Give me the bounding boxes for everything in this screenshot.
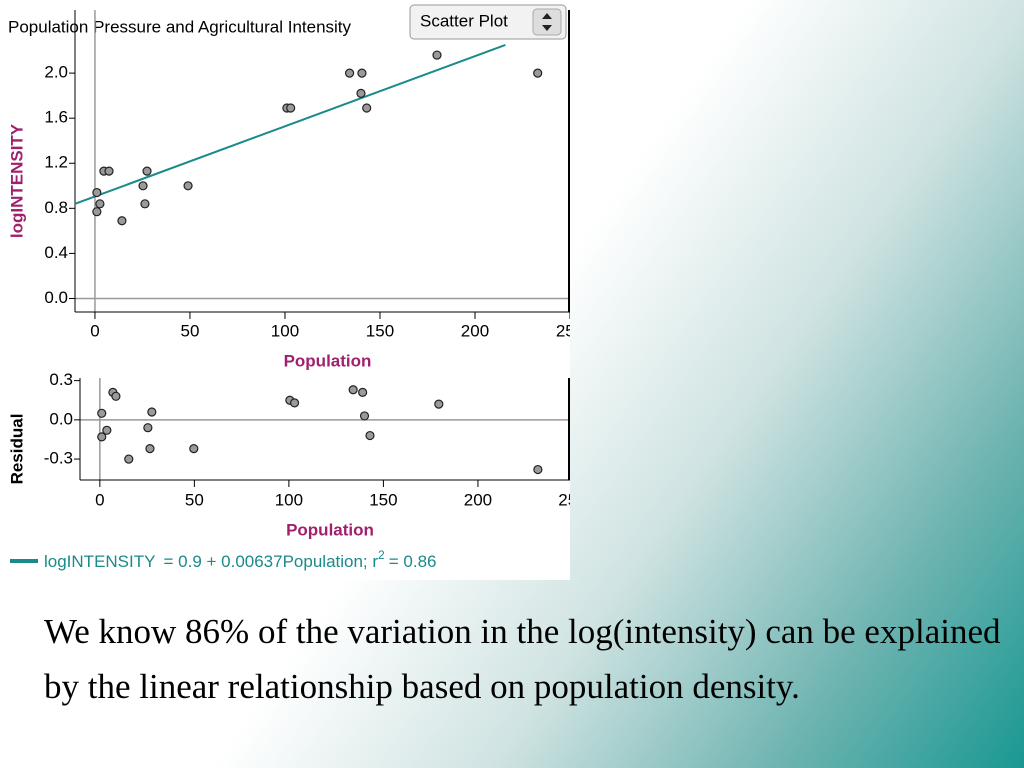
point: [138, 181, 148, 191]
y-tick-label: 2.0: [44, 63, 68, 82]
legend: logINTENSITY = 0.9 + 0.00637Population; r…: [10, 548, 436, 571]
dropdown[interactable]: Scatter Plot: [409, 4, 567, 40]
point: [286, 103, 296, 113]
dropdown-box[interactable]: [409, 4, 567, 40]
point: [365, 430, 375, 441]
point: [95, 199, 105, 209]
dropdown-icon: [542, 13, 552, 31]
x-axis-title: Population: [284, 351, 372, 370]
x-tick-label: 150: [366, 321, 394, 340]
point: [362, 103, 372, 113]
x-tick-label: 250: [556, 321, 584, 340]
point: [183, 181, 193, 191]
point: [124, 454, 134, 464]
equation-rhs: = 0.9 + 0.00637Population; r: [163, 552, 378, 571]
y-tick-label: 0.0: [49, 409, 73, 428]
x-tick-label: 250: [558, 490, 586, 509]
point: [92, 187, 102, 198]
point: [356, 88, 366, 98]
equation-lhs: logINTENSITY: [44, 552, 155, 571]
point: [104, 166, 114, 176]
point: [533, 464, 543, 475]
point: [111, 391, 121, 401]
point: [344, 68, 355, 78]
point: [358, 387, 368, 397]
y-tick-label: 1.6: [44, 108, 68, 127]
point: [147, 407, 157, 417]
x-tick-label: 150: [369, 490, 397, 509]
legend-text: logINTENSITY = 0.9 + 0.00637Population; r…: [44, 548, 436, 571]
y-tick-label: 0.0: [44, 288, 68, 307]
x-tick-label: 50: [181, 321, 200, 340]
point: [432, 50, 442, 60]
point: [434, 399, 444, 409]
equation-superscript: 2: [378, 548, 385, 562]
point: [359, 411, 370, 421]
point: [145, 444, 155, 454]
point: [102, 425, 112, 435]
y-tick-label: 0.3: [49, 370, 73, 389]
x-axis-title: Population: [286, 520, 374, 539]
point: [117, 216, 127, 226]
chart-title: Population Pressure and Agricultural Int…: [8, 17, 352, 36]
x-tick-label: 100: [275, 490, 303, 509]
y-tick-label: 0.8: [44, 198, 68, 217]
y-axis-title: Residual: [7, 414, 26, 485]
point: [92, 207, 102, 217]
dropdown-label[interactable]: Scatter Plot: [420, 11, 508, 30]
chart-window: Population Pressure and Agricultural Int…: [7, 4, 586, 572]
plot: 0.0 0.4 0.8 1.2 1.6 2.0 0 50 100 150 200 250: [44, 10, 584, 340]
point: [97, 408, 107, 418]
plot: -0.3 0.0 0.3 0 50 100 150 200 250: [44, 370, 586, 509]
x-tick-label: 200: [464, 490, 492, 509]
point: [533, 68, 543, 78]
point: [348, 385, 358, 395]
x-tick-label: 100: [271, 321, 299, 340]
dropdown-arrows[interactable]: [532, 8, 562, 36]
y-tick-label: 0.4: [44, 243, 68, 262]
fit-line: [74, 43, 506, 205]
x-tick-label: 200: [461, 321, 489, 340]
point: [142, 166, 152, 176]
x-tick-label: 0: [90, 321, 99, 340]
x-tick-label: 0: [95, 490, 104, 509]
point: [189, 444, 199, 454]
x-tick-label: 50: [185, 490, 204, 509]
caption: We know 86% of the variation in the log(…: [44, 612, 1001, 706]
point: [97, 432, 107, 442]
point: [143, 423, 153, 433]
y-tick-label: -0.3: [44, 449, 73, 468]
y-axis-title: logINTENSITY: [7, 123, 26, 238]
y-tick-label: 1.2: [44, 153, 68, 172]
equation-tail: = 0.86: [389, 552, 437, 571]
point: [289, 398, 300, 408]
point: [357, 68, 367, 78]
point: [140, 199, 150, 209]
